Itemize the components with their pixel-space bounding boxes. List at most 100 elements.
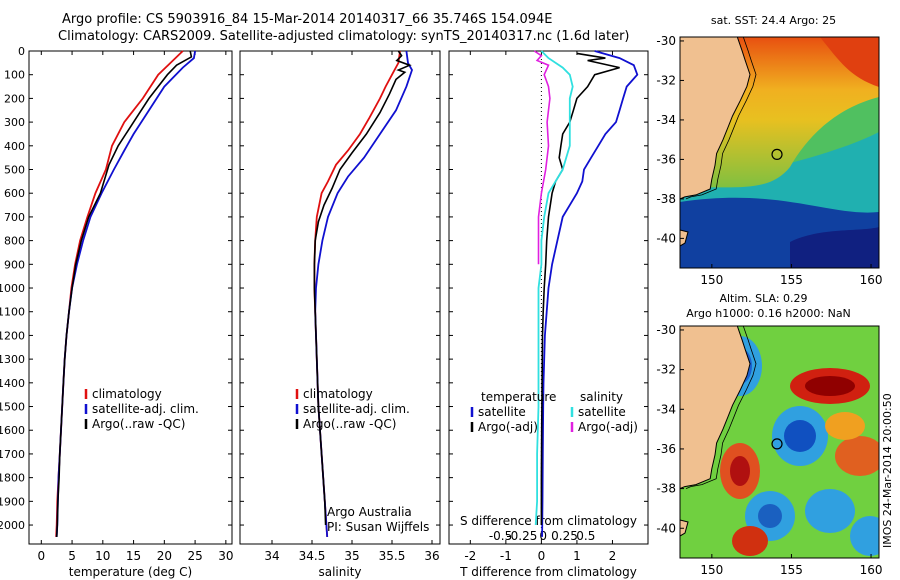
x-tick-label: 35.5: [379, 549, 406, 563]
legend-label: Argo(-adj): [478, 420, 538, 434]
x-tick-label: 34.5: [299, 549, 326, 563]
map-y-tick-label: -30: [656, 323, 676, 337]
y-tick-label: 900: [4, 258, 25, 271]
x-tick-label: 35: [344, 549, 359, 563]
map-y-tick-label: -34: [656, 402, 676, 416]
sla-eddy: [730, 456, 750, 486]
shelf-contour: [685, 326, 757, 489]
y-tick-label: 200: [4, 92, 25, 105]
legend-title-temperature: temperature: [481, 390, 556, 404]
credit-line-1: Argo Australia: [327, 505, 412, 519]
legend-label: Argo(..raw -QC): [303, 417, 396, 431]
x-tick-label: 15: [126, 549, 141, 563]
y-tick-label: 600: [4, 187, 25, 200]
map-x-tick-label: 160: [860, 563, 883, 577]
y-tick-label: 1600: [0, 424, 25, 437]
legend-label: Argo(-adj): [578, 420, 638, 434]
x-tick-label: 25: [187, 549, 202, 563]
sla-eddy: [758, 504, 782, 528]
map-y-tick-label: -30: [656, 34, 676, 48]
panel-temperature: 0100200300400500600700800900100011001200…: [0, 45, 233, 579]
x-tick-label: 36: [424, 549, 439, 563]
legend-title-salinity: salinity: [580, 390, 623, 404]
legend-label: satellite: [478, 405, 526, 419]
y-tick-label: 100: [4, 69, 25, 82]
imos-timestamp: IMOS 24-Mar-2014 20:00:50: [881, 393, 894, 548]
y-tick-label: 400: [4, 140, 25, 153]
x-axis-label: temperature (deg C): [69, 565, 192, 579]
map-y-tick-label: -38: [656, 192, 676, 206]
map-y-tick-label: -36: [656, 152, 676, 166]
y-tick-label: 1100: [0, 306, 25, 319]
series-argo-raw-qc-: [55, 50, 193, 537]
argo-location-marker: [771, 148, 783, 160]
map-frame: [679, 325, 880, 559]
map-x-tick-label: 150: [700, 563, 723, 577]
x-tick-label: 5: [68, 549, 76, 563]
shelf-contour: [685, 37, 757, 200]
header-line-1: Argo profile: CS 5903916_84 15-Mar-2014 …: [62, 12, 553, 27]
y-tick-label: 500: [4, 164, 25, 177]
x-tick-label: 30: [218, 549, 233, 563]
sla-eddy: [805, 489, 855, 533]
sla-eddy: [732, 526, 768, 556]
x-axis-label: salinity: [318, 565, 361, 579]
y-tick-label: 300: [4, 116, 25, 129]
legend-label: satellite-adj. clim.: [303, 402, 410, 416]
sla-eddy: [805, 376, 855, 396]
y-tick-label: 700: [4, 211, 25, 224]
legend-label: climatology: [92, 387, 162, 401]
sla-eddy: [835, 436, 879, 476]
legend-label: Argo(..raw -QC): [92, 417, 185, 431]
s-axis-label: S difference from climatology: [460, 514, 637, 528]
map-sst: -30 -32 -34 -36 -38 -40 150 155 160 sat. SST: 24.…: [656, 14, 882, 287]
map-x-tick-label: 150: [700, 273, 723, 287]
land-australia: [680, 37, 751, 200]
x-tick-label: -2: [464, 549, 476, 563]
map-body-sla: [680, 326, 879, 558]
x-tick-label: -1: [500, 549, 512, 563]
map-sla: -30 -32 -34 -36 -38 -40 150 155 160 Altim. SLA: 0…: [656, 292, 883, 577]
series-salinity-argo-adj-: [533, 50, 551, 265]
x-tick-label: 10: [95, 549, 110, 563]
sla-subtitle: Argo h1000: 0.16 h2000: NaN: [686, 307, 851, 320]
series-temperature-satellite: [541, 50, 639, 537]
sst-hot-patch: [820, 37, 879, 87]
credit-line-2: PI: Susan Wijffels: [327, 520, 429, 534]
map-frame: [679, 36, 880, 269]
x-tick-label: 0: [37, 549, 45, 563]
legend-label: satellite-adj. clim.: [92, 402, 199, 416]
y-tick-label: 1800: [0, 472, 25, 485]
sst-title: sat. SST: 24.4 Argo: 25: [711, 14, 836, 27]
map-body-sst: [680, 37, 879, 268]
x-tick-label: 20: [157, 549, 172, 563]
x-tick-label: 2: [609, 549, 617, 563]
map-x-tick-label: 155: [780, 273, 803, 287]
y-tick-label: 1500: [0, 401, 25, 414]
s-tick-label: 0: [539, 529, 547, 543]
panel-difference: -2 -1 0 1 2 T difference from climatology -0.5…: [448, 50, 649, 579]
y-tick-label: 0: [18, 45, 25, 58]
map-y-tick-label: -34: [656, 113, 676, 127]
series-argo-raw-qc-: [313, 50, 412, 526]
panel-frame-temperature: [28, 50, 233, 545]
y-tick-label: 1000: [0, 282, 25, 295]
y-tick-label: 1700: [0, 448, 25, 461]
sla-title: Altim. SLA: 0.29: [719, 292, 807, 305]
sla-eddy: [784, 420, 816, 452]
sla-eddy: [825, 412, 865, 440]
panel-frame-salinity: [239, 50, 441, 545]
s-tick-label: -0.25: [506, 529, 537, 543]
argo-location-marker: [771, 438, 783, 450]
y-tick-label: 1900: [0, 495, 25, 508]
y-tick-label: 800: [4, 235, 25, 248]
map-y-tick-label: -32: [656, 363, 676, 377]
y-tick-label: 1300: [0, 353, 25, 366]
x-tick-label: 1: [573, 549, 581, 563]
map-y-tick-label: -38: [656, 482, 676, 496]
map-y-tick-label: -36: [656, 442, 676, 456]
legend-label: satellite: [578, 405, 626, 419]
land-australia: [680, 326, 751, 490]
map-y-tick-label: -40: [656, 521, 676, 535]
y-tick-label: 1200: [0, 329, 25, 342]
